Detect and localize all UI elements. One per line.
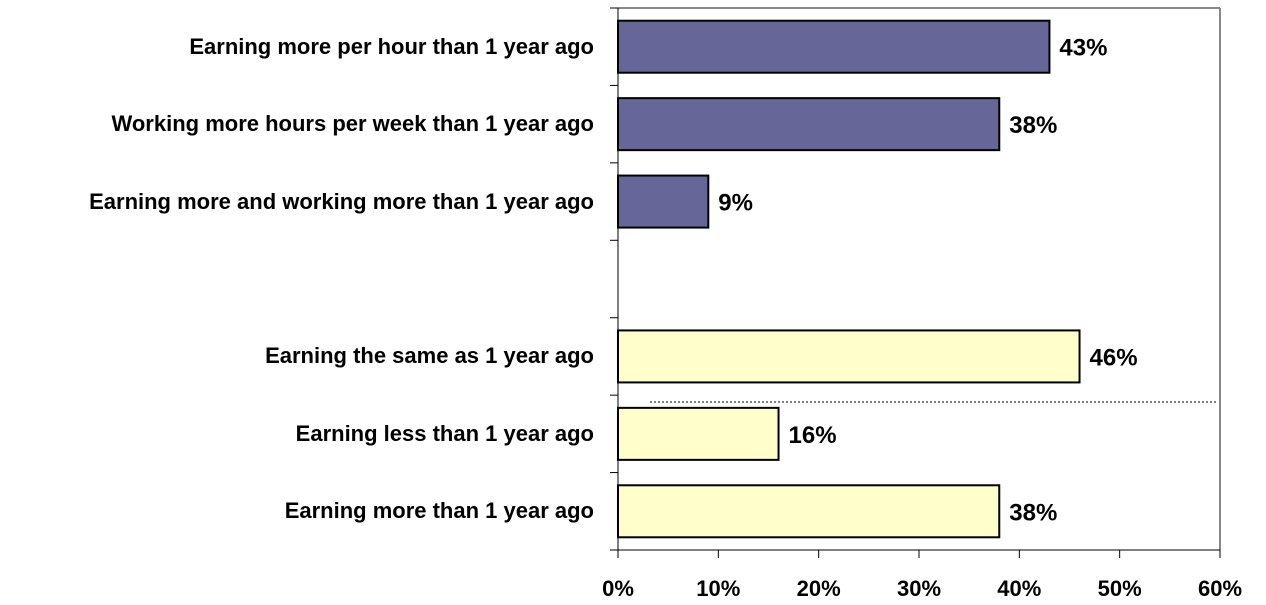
x-tick-label: 40% [997, 576, 1041, 601]
bar [617, 19, 1051, 74]
bar-value-label: 38% [1009, 112, 1057, 139]
bar-value-label: 9% [718, 190, 753, 217]
bar [617, 97, 1001, 152]
category-label: Earning the same as 1 year ago [265, 343, 594, 369]
value-labels: 43% 38% 9% 46% 16% 38% [718, 35, 1137, 527]
bar [617, 406, 780, 461]
bar-value-label: 43% [1059, 35, 1107, 62]
x-tick-label: 30% [897, 576, 941, 601]
bar [617, 174, 710, 229]
x-tick-label: 60% [1198, 576, 1242, 601]
x-tick-label: 50% [1098, 576, 1142, 601]
bar-value-label: 46% [1090, 344, 1138, 371]
bar [617, 484, 1001, 539]
x-tick-label: 10% [696, 576, 740, 601]
category-label: Earning more per hour than 1 year ago [189, 33, 594, 59]
bar [617, 329, 1081, 384]
bar-value-label: 38% [1009, 499, 1057, 526]
x-axis-ticks: 0% 10% 20% 30% 40% 50% 60% [602, 550, 1242, 601]
category-label: Earning less than 1 year ago [295, 420, 594, 446]
plot-frame [610, 7, 1221, 551]
bars [617, 19, 1081, 539]
bar-value-label: 16% [789, 422, 837, 449]
category-label: Earning more and working more than 1 yea… [89, 188, 594, 214]
x-tick-label: 0% [602, 576, 634, 601]
category-label: Working more hours per week than 1 year … [111, 111, 594, 137]
x-tick-label: 20% [797, 576, 841, 601]
category-label: Earning more than 1 year ago [284, 498, 594, 524]
